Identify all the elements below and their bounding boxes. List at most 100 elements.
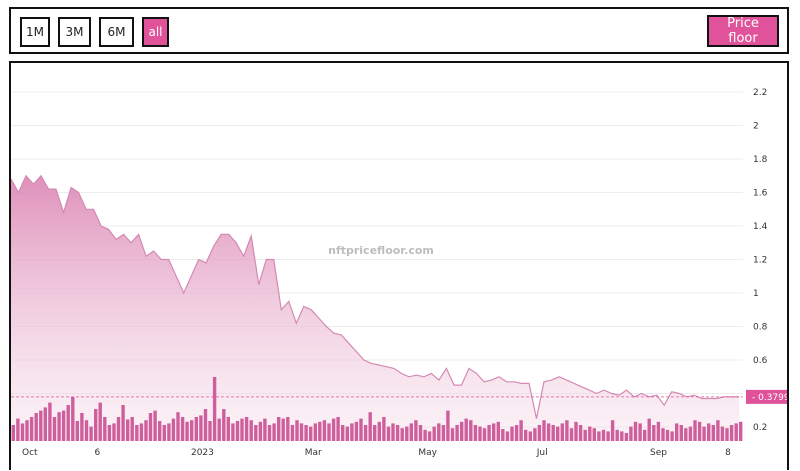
volume-bar	[190, 420, 194, 441]
volume-bar	[400, 428, 404, 441]
volume-bar	[629, 426, 633, 441]
y-tick-label: 0.8	[753, 323, 768, 333]
volume-bar	[533, 428, 537, 441]
floor-price-chart: nftpricefloor.com 0.20.40.60.811.21.41.6…	[11, 88, 787, 458]
volume-bar	[684, 428, 688, 441]
x-tick-label: May	[418, 448, 437, 458]
volume-bar	[350, 423, 354, 441]
volume-bar	[267, 425, 272, 441]
range-1m-button[interactable]: 1M	[20, 17, 50, 47]
y-tick-label: 1.2	[753, 256, 767, 266]
range-3m-button[interactable]: 3M	[58, 17, 91, 47]
x-tick-label: Mar	[305, 448, 322, 458]
volume-bar	[739, 421, 743, 441]
volume-bar	[212, 377, 217, 441]
volume-bar	[510, 426, 514, 441]
volume-bar	[203, 409, 208, 441]
volume-bar	[693, 420, 697, 441]
volume-bar	[583, 429, 587, 441]
price-floor-button[interactable]: Price floor	[707, 15, 779, 47]
volume-bar	[341, 425, 345, 441]
volume-bar	[592, 428, 596, 441]
volume-bar	[647, 418, 651, 441]
volume-bar	[478, 426, 482, 441]
volume-bar	[427, 431, 432, 441]
range-6m-button[interactable]: 6M	[99, 17, 134, 47]
volume-bar	[482, 428, 487, 441]
volume-bar	[565, 420, 569, 441]
x-tick-label: 8	[725, 448, 731, 458]
volume-bar	[199, 415, 203, 441]
volume-bar	[222, 409, 226, 441]
volume-bar	[711, 425, 715, 441]
volume-bar	[725, 428, 729, 441]
volume-bar	[130, 417, 134, 441]
volume-bar	[121, 405, 125, 441]
floor-price-area	[11, 175, 740, 442]
volume-bar	[450, 428, 455, 441]
volume-bar	[606, 431, 610, 441]
volume-bar	[455, 425, 459, 441]
volume-bar	[258, 421, 263, 441]
volume-bar	[286, 417, 290, 441]
volume-bar	[423, 429, 427, 441]
volume-bar	[29, 417, 34, 441]
volume-bar	[235, 421, 240, 441]
volume-bar	[331, 418, 336, 441]
volume-bar	[610, 420, 615, 441]
volume-bar	[473, 425, 478, 441]
volume-bar	[464, 418, 468, 441]
volume-bar	[345, 426, 349, 441]
volume-bar	[620, 431, 624, 441]
volume-bar	[290, 425, 295, 441]
volume-bar	[652, 425, 656, 441]
volume-bar	[665, 429, 670, 441]
volume-bar	[139, 423, 144, 441]
volume-bar	[597, 431, 601, 441]
volume-bar	[675, 423, 679, 441]
volume-bar	[180, 417, 185, 441]
volume-bar	[359, 418, 363, 441]
current-value-label: - 0.3799	[752, 393, 787, 403]
volume-bar	[363, 425, 368, 441]
volume-bar	[185, 421, 189, 441]
volume-bar	[405, 426, 409, 441]
volume-bar	[492, 423, 496, 441]
volume-bar	[48, 402, 52, 441]
volume-bar	[327, 423, 331, 441]
volume-bar	[61, 410, 66, 441]
volume-bar	[144, 420, 148, 441]
volume-bar	[263, 418, 267, 441]
volume-bar	[729, 425, 734, 441]
volume-bar	[66, 405, 70, 441]
volume-bar	[322, 420, 327, 441]
volume-bar	[249, 420, 253, 441]
volume-bar	[377, 421, 381, 441]
volume-bar	[437, 423, 441, 441]
volume-bar	[112, 423, 116, 441]
range-all-button[interactable]: all	[142, 17, 169, 47]
y-tick-label: 1.4	[753, 222, 768, 232]
volume-bar	[496, 421, 500, 441]
volume-bar	[643, 429, 647, 441]
floor-price-line	[11, 174, 740, 419]
volume-bar	[615, 429, 619, 441]
volume-bar	[679, 425, 683, 441]
y-tick-label: 0.2	[753, 423, 767, 433]
volume-bar	[52, 417, 57, 441]
volume-bar	[244, 417, 249, 441]
x-tick-label: 6	[94, 448, 100, 458]
volume-bar	[702, 426, 706, 441]
volume-bar	[418, 425, 423, 441]
volume-bar	[226, 417, 230, 441]
volume-bar	[574, 421, 578, 441]
volume-bar	[20, 423, 25, 441]
volume-bar	[578, 425, 583, 441]
volume-bar	[633, 421, 638, 441]
volume-bar	[167, 423, 171, 441]
volume-bar	[116, 417, 121, 441]
volume-bar	[368, 412, 372, 441]
volume-bar	[171, 418, 176, 441]
volume-bar	[519, 420, 523, 441]
y-tick-label: 1.8	[753, 155, 768, 165]
